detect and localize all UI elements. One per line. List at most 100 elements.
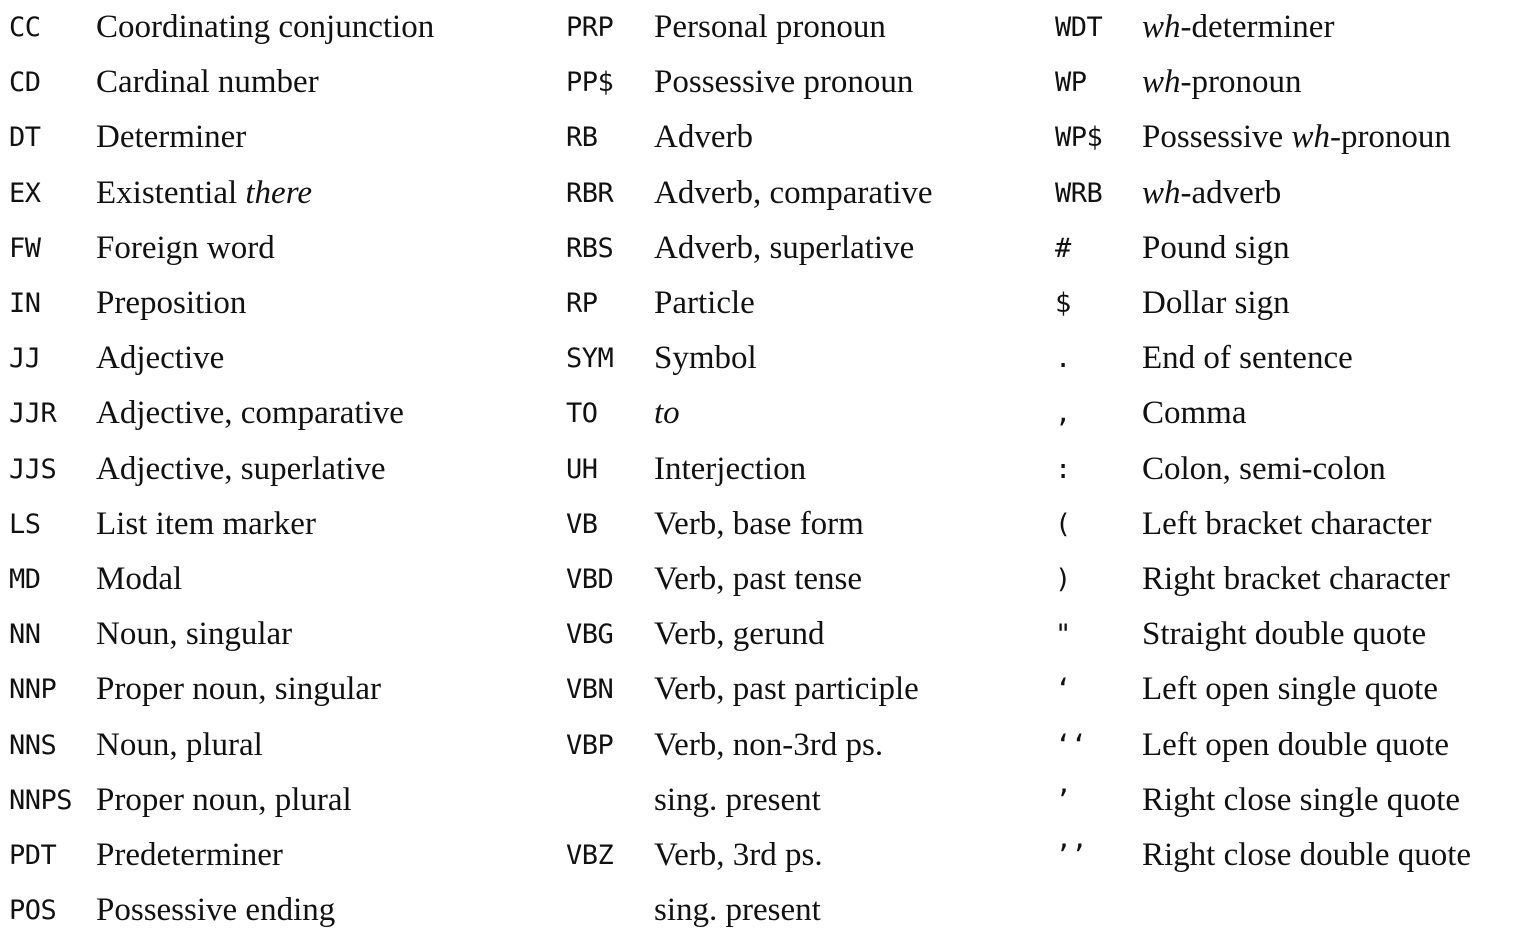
tag-code: IN <box>9 288 41 319</box>
tag-description: Possessive pronoun <box>654 62 913 102</box>
description-text: Possessive <box>1142 119 1292 156</box>
description-text: Existential <box>96 174 246 211</box>
tag-code: ( <box>1055 508 1071 540</box>
tag-code: JJR <box>9 398 57 430</box>
tag-code: ‘ <box>1055 674 1071 706</box>
tag-code: NNPS <box>9 784 73 816</box>
tag-code: CC <box>9 12 41 43</box>
tag-code: VBD <box>566 564 614 595</box>
description-text: Coordinating conjunction <box>96 9 435 45</box>
tag-description: Right close single quote <box>1142 780 1460 820</box>
tag-description: Right close double quote <box>1142 835 1471 875</box>
tag-code: PRP <box>566 12 614 43</box>
tag-description: Noun, plural <box>96 725 263 765</box>
tag-description: Proper noun, singular <box>96 669 381 709</box>
tag-code: PDT <box>9 840 57 871</box>
tag-description: Verb, non-3rd ps. <box>654 725 883 765</box>
description-text: Comma <box>1142 395 1247 432</box>
tag-code: NN <box>9 619 41 651</box>
tag-description: Coordinating conjunction <box>96 7 434 47</box>
tag-description: sing. present <box>654 890 821 930</box>
description-text: Adverb, comparative <box>654 174 933 211</box>
description-text: Predeterminer <box>96 837 283 873</box>
description-text: Verb, gerund <box>654 616 825 653</box>
tag-code: WP$ <box>1055 122 1103 154</box>
tag-description: Verb, past participle <box>654 669 919 709</box>
tag-code: VBP <box>566 729 614 761</box>
tag-code: RP <box>566 288 598 319</box>
description-italic-text: to <box>654 395 680 432</box>
tag-code: LS <box>9 508 41 540</box>
tag-code: " <box>1055 619 1071 651</box>
tag-description: Proper noun, plural <box>96 780 352 820</box>
tag-description: Adjective <box>96 338 224 378</box>
tag-description: List item marker <box>96 504 316 544</box>
description-text: sing. present <box>654 892 821 929</box>
description-text: Possessive ending <box>96 892 336 929</box>
tag-description: Colon, semi-colon <box>1142 449 1386 489</box>
tag-description: to <box>654 393 680 433</box>
tag-code: RBR <box>566 177 614 209</box>
description-text: Right close single quote <box>1142 781 1461 818</box>
tag-code: : <box>1055 453 1071 485</box>
tag-code: WP <box>1055 67 1087 99</box>
tag-code: VBG <box>566 619 614 651</box>
tag-code: # <box>1055 232 1071 264</box>
tag-code: EX <box>9 177 41 209</box>
description-text: Verb, past participle <box>654 671 919 708</box>
tag-description: Predeterminer <box>96 835 283 875</box>
tag-description: sing. present <box>654 780 821 820</box>
tag-code: UH <box>566 453 598 485</box>
description-text: List item marker <box>96 505 316 542</box>
tag-code: WDT <box>1055 12 1103 43</box>
description-text: -pronoun <box>1329 119 1451 156</box>
tag-description: Comma <box>1142 393 1247 433</box>
tag-description: Verb, 3rd ps. <box>654 835 823 875</box>
tag-description: Left open single quote <box>1142 669 1438 709</box>
tag-description: Symbol <box>654 338 757 378</box>
tag-description: Noun, singular <box>96 614 292 654</box>
description-text: Interjection <box>654 450 807 487</box>
description-text: Foreign word <box>96 229 275 266</box>
tag-code: TO <box>566 398 598 430</box>
tag-description: Adverb <box>654 117 753 157</box>
description-text: Pound sign <box>1142 229 1290 266</box>
description-text: Verb, past tense <box>654 561 863 597</box>
description-text: Preposition <box>96 285 247 321</box>
tag-code: NNP <box>9 674 57 706</box>
description-text: Determiner <box>96 119 247 156</box>
tag-description: Interjection <box>654 449 806 489</box>
description-text: Right bracket character <box>1142 561 1450 597</box>
description-italic-text: wh <box>1142 174 1181 211</box>
description-text: Left open single quote <box>1142 671 1439 708</box>
description-text: Noun, singular <box>96 616 293 653</box>
tag-description: Adverb, comparative <box>654 173 933 213</box>
description-text: Verb, 3rd ps. <box>654 837 823 873</box>
description-text: sing. present <box>654 781 821 818</box>
tag-description: Adjective, superlative <box>96 449 386 489</box>
tag-code: VB <box>566 508 598 540</box>
tag-description: Verb, gerund <box>654 614 824 654</box>
description-text: Colon, semi-colon <box>1142 450 1386 487</box>
description-text: Verb, non-3rd ps. <box>654 726 884 763</box>
description-text: Symbol <box>654 340 757 377</box>
tag-description: Personal pronoun <box>654 7 886 47</box>
description-text: Adjective, comparative <box>96 395 404 432</box>
tag-code: . <box>1055 343 1071 375</box>
tag-code: JJ <box>9 343 41 375</box>
tag-code: SYM <box>566 343 614 375</box>
tag-description: Straight double quote <box>1142 614 1426 654</box>
tag-code: WRB <box>1055 177 1103 209</box>
tag-description: Left open double quote <box>1142 725 1449 765</box>
description-text: -determiner <box>1180 9 1335 45</box>
tag-description: End of sentence <box>1142 338 1353 378</box>
tag-code: CD <box>9 67 41 99</box>
tag-description: Cardinal number <box>96 62 319 102</box>
tag-description: Possessive wh-pronoun <box>1142 117 1451 157</box>
tag-description: Foreign word <box>96 228 275 268</box>
tag-code: , <box>1055 398 1071 430</box>
tag-code: RB <box>566 122 598 154</box>
description-text: Particle <box>654 285 755 321</box>
description-italic-text: wh <box>1142 9 1181 45</box>
